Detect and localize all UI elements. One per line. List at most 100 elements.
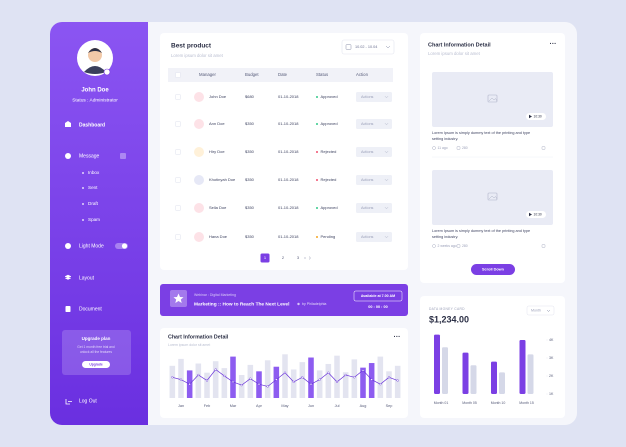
duration-pill [526, 113, 546, 120]
icon-layout [64, 274, 72, 280]
status: Rejected [321, 177, 337, 182]
trend-point [283, 371, 287, 374]
submenu-item: Sent [88, 185, 98, 190]
checkbox[interactable] [175, 121, 181, 127]
available: Available at 7.00 AM [361, 294, 395, 298]
bar [221, 368, 228, 398]
period-select[interactable] [526, 305, 555, 316]
submenu-item: Spam [88, 217, 100, 222]
duration: 10:30 [534, 114, 542, 118]
checkbox[interactable] [175, 205, 181, 211]
avatar-body [84, 66, 106, 74]
upgrade-button-label: Upgrade [89, 362, 103, 366]
video-text: Lorem Ipsum is simply dummy text of the … [432, 229, 530, 233]
date-picker[interactable] [341, 39, 395, 55]
panel-subtitle: Lorem ipsum dolor sit amet [428, 51, 481, 56]
upgrade-text: unlock all the features [80, 350, 112, 354]
trend-point [214, 368, 217, 371]
menu-item: Document [79, 306, 102, 312]
video-time: 11 ago [438, 146, 448, 150]
y-tick-label: 1K [549, 392, 554, 396]
x-tick-label: Apr [256, 404, 263, 408]
bar [169, 365, 176, 398]
menu-dots[interactable]: ··· [550, 41, 557, 48]
bar [342, 372, 349, 398]
submenu-item: Draft [88, 201, 99, 206]
scroll-down-button[interactable] [471, 264, 515, 275]
x-tick-label: Month 05 [462, 401, 477, 405]
action-label: Actions [361, 95, 374, 99]
date: 01-10-2018 [278, 177, 299, 182]
count-icon [456, 146, 461, 150]
like-icon[interactable] [541, 244, 546, 248]
bar [299, 362, 306, 398]
trend-point [387, 376, 391, 379]
checkbox[interactable] [175, 177, 181, 183]
checkbox[interactable] [175, 94, 181, 100]
video-text: Lorem Ipsum is simply dummy text of the … [432, 131, 530, 135]
x-tick-label: Jan [178, 404, 184, 408]
status: Approved [321, 205, 338, 210]
bar [178, 358, 184, 398]
action-button[interactable] [356, 175, 392, 185]
manager-name: John Doe [209, 94, 227, 99]
bar [273, 366, 280, 398]
caret [546, 309, 551, 312]
upgrade-button[interactable] [82, 361, 110, 368]
column-header: Date [278, 72, 288, 77]
status-dot [316, 151, 318, 153]
date: 01-10-2018 [278, 205, 299, 210]
x-tick-label: Aug [360, 404, 367, 408]
action-button[interactable] [356, 92, 392, 102]
status: Approved [321, 121, 338, 126]
status-dot [316, 207, 318, 209]
video-thumbnail[interactable] [432, 72, 553, 127]
page-active[interactable] [260, 253, 270, 263]
checkbox[interactable] [175, 234, 181, 240]
video-thumbnail[interactable] [432, 170, 553, 225]
action-button[interactable] [356, 232, 392, 242]
page-number: 2 [282, 255, 285, 260]
bar [195, 363, 202, 398]
logout: Log Out [79, 398, 97, 404]
trend-point [301, 376, 304, 379]
status-dot [316, 236, 318, 238]
action-button[interactable] [356, 203, 392, 213]
pager-arrow[interactable] [304, 256, 311, 260]
action-button[interactable] [356, 147, 392, 157]
money-amount: $1,234.00 [429, 314, 469, 324]
bar [316, 370, 323, 398]
play-icon [529, 114, 532, 119]
image-icon [487, 192, 498, 201]
checkbox[interactable] [175, 149, 181, 155]
manager-name: Hana Doe [209, 234, 228, 239]
manager-name: Hiry Doe [209, 149, 225, 154]
caret [384, 151, 389, 154]
trend-point [379, 383, 382, 386]
user-status: Status : Administrator [72, 97, 118, 103]
trend-point [240, 384, 243, 387]
toggle-knob [121, 243, 128, 249]
best-product-panel [160, 33, 408, 270]
menu-item: Light Mode [79, 243, 104, 249]
like-icon[interactable] [541, 146, 546, 150]
manager-name: Ann Doe [209, 121, 225, 126]
action-button[interactable] [356, 119, 392, 129]
y-tick-label: 2K [549, 374, 554, 378]
icon-message [65, 153, 71, 159]
y-tick-label: 3K [549, 356, 554, 360]
trend-point [266, 385, 269, 388]
manager-name: Sella Doe [209, 205, 227, 210]
trend-point [361, 369, 365, 372]
bar [377, 356, 384, 398]
trend-point [370, 378, 373, 381]
bullet [82, 172, 84, 174]
calendar-icon [345, 44, 352, 50]
menu-dots[interactable]: ··· [394, 334, 401, 341]
video-text: setting industry. [432, 235, 458, 239]
bullet [82, 219, 84, 221]
checkbox[interactable] [175, 72, 181, 78]
action-label: Actions [361, 150, 374, 154]
x-tick-label: Month 01 [434, 401, 449, 405]
bar [212, 361, 219, 398]
